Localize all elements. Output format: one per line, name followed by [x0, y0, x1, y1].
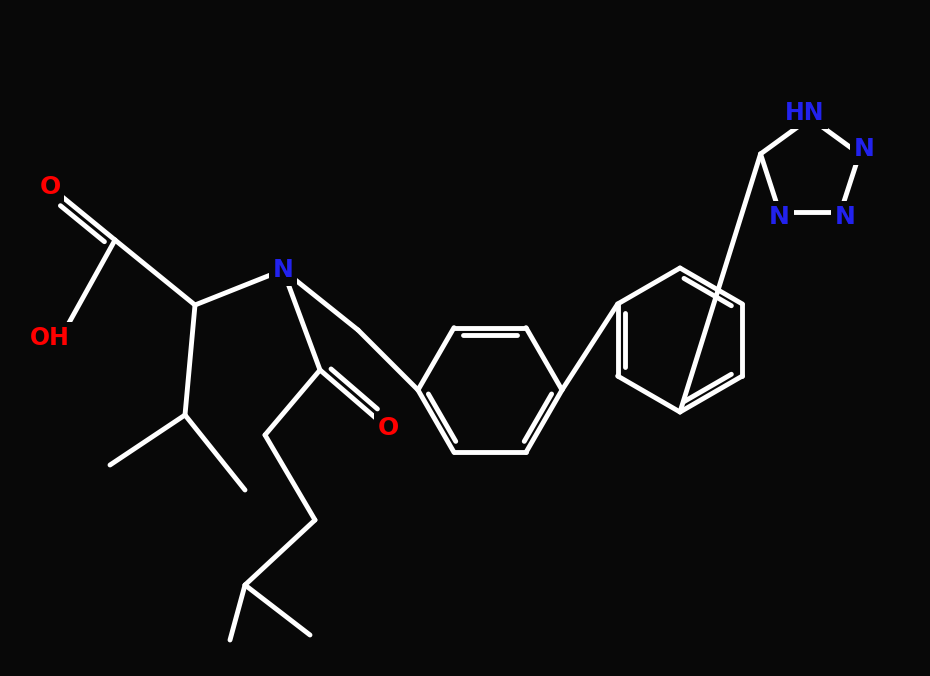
- Text: N: N: [835, 205, 856, 229]
- Text: N: N: [272, 258, 294, 282]
- Text: HN: HN: [785, 101, 825, 125]
- Text: O: O: [39, 175, 60, 199]
- Text: N: N: [769, 205, 790, 229]
- Text: O: O: [378, 416, 399, 440]
- Text: OH: OH: [30, 326, 70, 350]
- Text: N: N: [854, 137, 875, 161]
